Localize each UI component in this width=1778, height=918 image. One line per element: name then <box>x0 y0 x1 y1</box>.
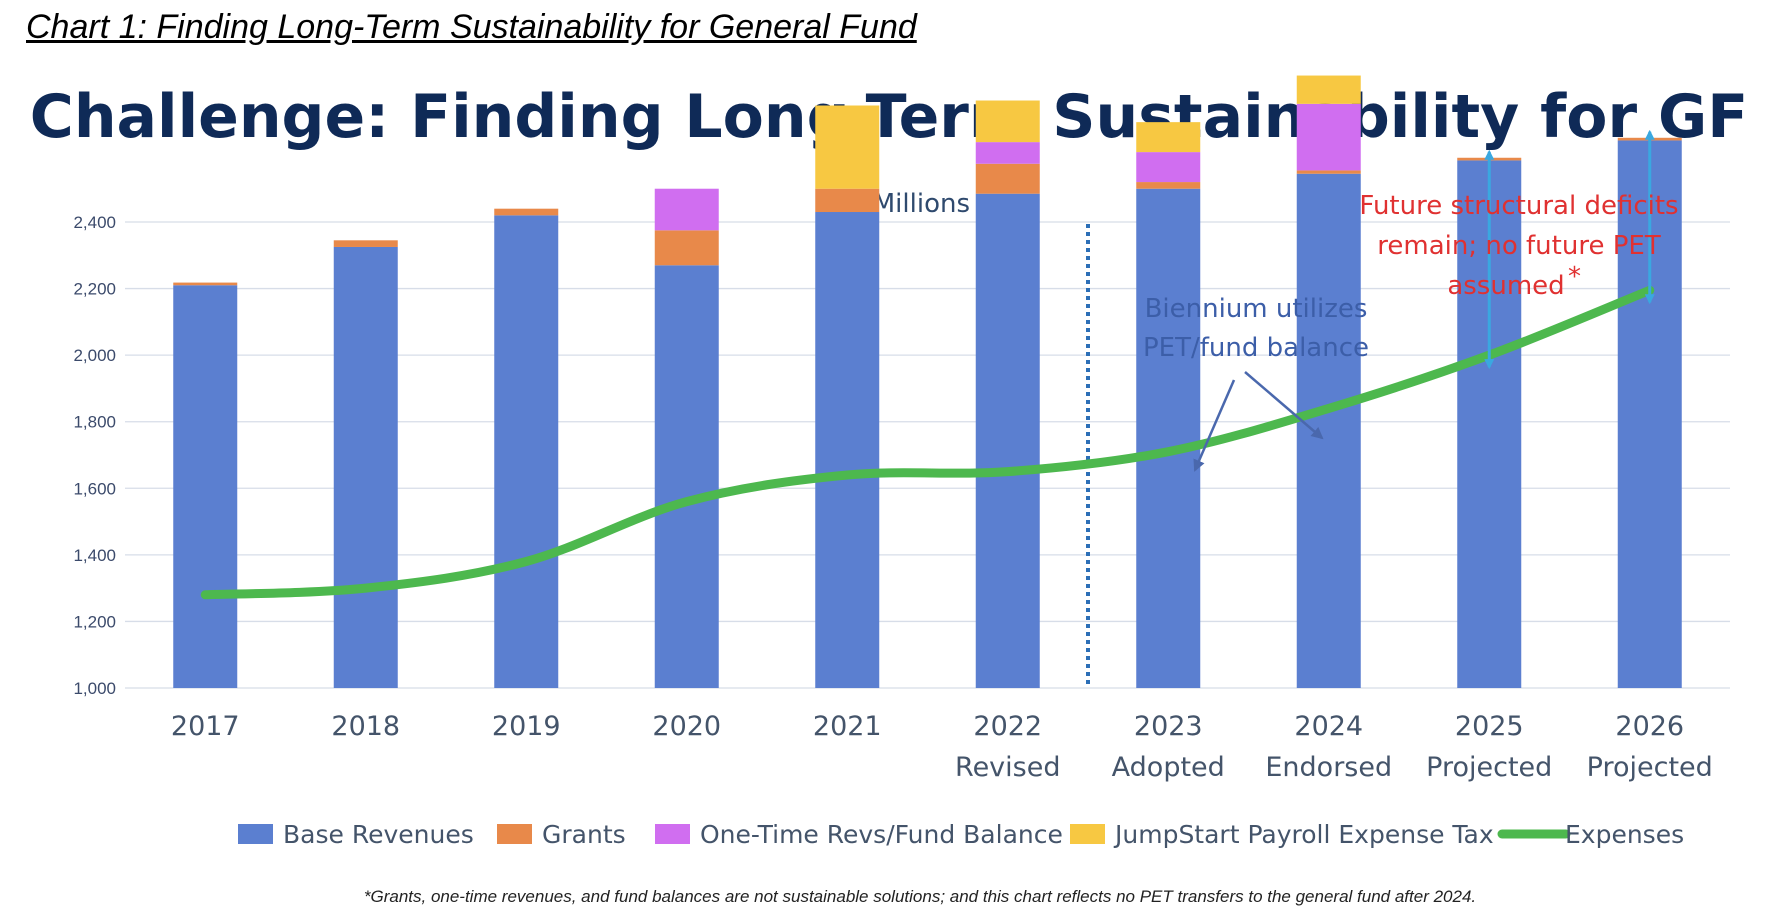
annotation-red-line: assumed <box>1447 271 1564 301</box>
bar-grants <box>815 188 880 213</box>
x-tick-label: 2018 <box>331 711 400 742</box>
bar-base-revenues <box>173 285 238 688</box>
x-tick-label: 2021 <box>813 711 882 742</box>
y-tick-label: 1,000 <box>73 679 116 698</box>
y-tick-label: 1,200 <box>73 612 116 631</box>
x-tick-label: 2017 <box>171 711 240 742</box>
bar-base-revenues <box>975 193 1040 688</box>
legend: Base Revenues Grants One-Time Revs/Fund Ba… <box>238 820 1684 849</box>
x-tick-label: 2024 <box>1294 711 1363 742</box>
y-tick-label: 1,600 <box>73 479 116 498</box>
bar-grants <box>1136 182 1201 189</box>
x-axis: 2017 2018 2019 2020 2021 2022 Revised 2023 Adopt… <box>171 711 1713 783</box>
y-tick-label: 1,400 <box>73 546 116 565</box>
expenses-line-path <box>200 285 1655 600</box>
bar-jumpstart-payroll-expense-tax <box>815 105 880 189</box>
document-heading: Chart 1: Finding Long-Term Sustainabilit… <box>26 8 917 46</box>
x-tick-label: Projected <box>1587 752 1713 783</box>
bar-one-time-revs-fund-balance <box>1296 103 1361 171</box>
bar-grants <box>173 282 238 286</box>
x-tick-label: 2023 <box>1134 711 1203 742</box>
bar-base-revenues <box>494 215 559 689</box>
annotation-red-line: remain; no future PET <box>1377 231 1661 261</box>
bar-grants <box>654 230 719 266</box>
legend-label: Base Revenues <box>283 820 474 849</box>
x-tick-label: 2019 <box>492 711 561 742</box>
bars <box>173 75 1682 689</box>
bar-one-time-revs-fund-balance <box>1136 152 1201 183</box>
x-tick-label: 2025 <box>1455 711 1524 742</box>
bar-jumpstart-payroll-expense-tax <box>975 100 1040 143</box>
bar-grants <box>975 163 1040 194</box>
bar-base-revenues <box>1136 188 1201 688</box>
y-axis: 1,000 1,200 1,400 1,600 1,800 2,000 2,200 2,400 <box>73 213 116 698</box>
bar-base-revenues <box>815 212 880 688</box>
x-tick-label: 2022 <box>973 711 1042 742</box>
y-tick-label: 1,800 <box>73 413 116 432</box>
bar-grants <box>333 240 398 247</box>
legend-label: One-Time Revs/Fund Balance <box>700 820 1063 849</box>
bar-base-revenues <box>654 265 719 688</box>
legend-swatch <box>238 824 273 844</box>
bar-one-time-revs-fund-balance <box>654 188 719 231</box>
bar-one-time-revs-fund-balance <box>975 142 1040 164</box>
x-tick-label: Adopted <box>1112 752 1225 783</box>
bar-grants <box>494 208 559 216</box>
x-tick-label: Revised <box>955 752 1060 783</box>
x-tick-label: Endorsed <box>1265 752 1392 783</box>
bar-jumpstart-payroll-expense-tax <box>1136 122 1201 153</box>
annotation-blue-line: PET/fund balance <box>1143 333 1369 363</box>
annotation-red-line: Future structural deficits <box>1359 191 1678 221</box>
annotation-arrow <box>1244 371 1324 440</box>
legend-label: Expenses <box>1565 820 1684 849</box>
y-tick-label: 2,000 <box>73 346 116 365</box>
legend-label: Grants <box>542 820 626 849</box>
legend-swatch <box>655 824 690 844</box>
x-tick-label: 2020 <box>652 711 721 742</box>
bar-base-revenues <box>333 246 398 688</box>
legend-swatch <box>1070 824 1105 844</box>
annotations: Future structural deficits remain; no fut… <box>1143 191 1679 472</box>
annotation-asterisk: * <box>1568 262 1581 292</box>
y-tick-label: 2,400 <box>73 213 116 232</box>
chart-title: Challenge: Finding Long-Term Sustainabil… <box>30 82 1748 152</box>
expenses-line <box>200 285 1655 600</box>
annotation-arrow <box>1193 379 1236 472</box>
bar-grants <box>1296 170 1361 174</box>
footnote: *Grants, one-time revenues, and fund bal… <box>364 887 1476 906</box>
annotation-blue-line: Biennium utilizes <box>1145 294 1368 324</box>
x-tick-label: 2026 <box>1615 711 1684 742</box>
bar-base-revenues <box>1296 173 1361 688</box>
legend-swatch <box>497 824 532 844</box>
y-tick-label: 2,200 <box>73 280 116 299</box>
gap-arrows <box>1484 129 1655 370</box>
bar-jumpstart-payroll-expense-tax <box>1296 75 1361 104</box>
legend-label: JumpStart Payroll Expense Tax <box>1113 820 1494 849</box>
x-tick-label: Projected <box>1426 752 1552 783</box>
